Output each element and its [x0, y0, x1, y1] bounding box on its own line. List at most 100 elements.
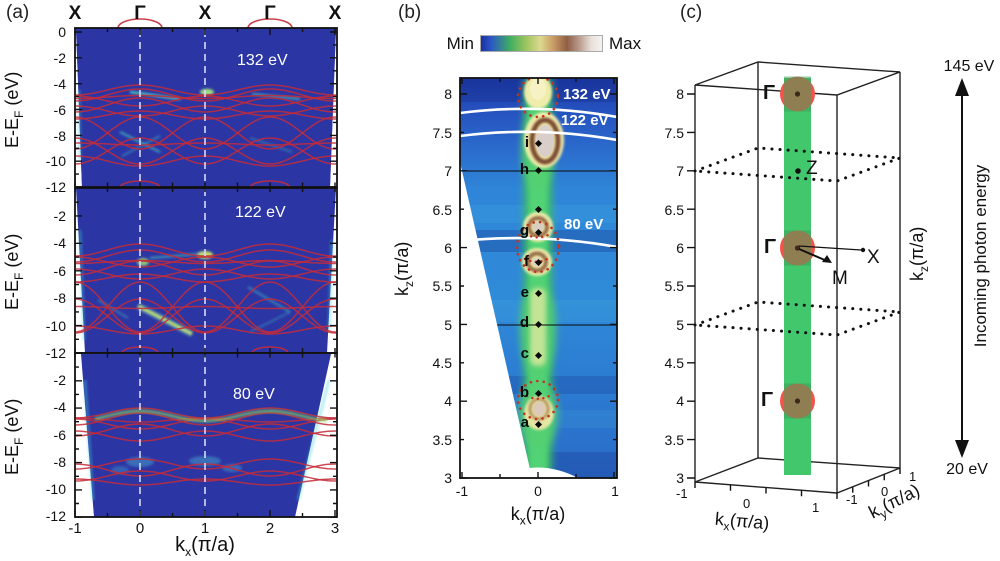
z-point-dot	[795, 168, 801, 174]
panel-b-yticks-label: 3	[444, 470, 452, 486]
panel-a2-ylabel: E-EF (eV)	[2, 233, 26, 310]
panel-a2-yticks-label: -6	[53, 263, 66, 279]
contour-label-80: 80 eV	[564, 216, 604, 233]
panel-b-yticks-label: 3.5	[432, 432, 452, 448]
panel-b-yticks-label: 6	[444, 240, 452, 256]
panel-c-kzticks-label: 5.5	[664, 278, 684, 294]
gamma-label-4: Γ	[761, 389, 774, 411]
contour-label-132: 132 eV	[563, 86, 611, 103]
panel-c-kzticks-label: 3.5	[664, 432, 684, 448]
calculated-bands-80ev	[75, 407, 337, 486]
photon-energy-arrow	[955, 78, 969, 458]
panel-a1-yticks-label: -8	[53, 128, 66, 144]
gamma-to-xm-arrows	[798, 245, 866, 263]
contour-label-122: 122 eV	[561, 112, 609, 129]
panel-b-yticks-label: 4.5	[432, 355, 452, 371]
panel-a-xticks: -1 0 1 2 3	[0, 520, 400, 540]
panel-a1-yticks: 0 -2 -4 -6 -8 -10 -12	[28, 0, 66, 561]
panel-a3-yticks-label: -10	[45, 481, 66, 497]
symmetry-labels-row-label: X	[68, 3, 82, 24]
zone-boundary-planes	[694, 146, 901, 337]
colorbar	[480, 35, 603, 52]
calculated-bands-122ev	[75, 243, 337, 335]
panel-b-xticks: -1 0 1	[0, 483, 700, 503]
no-data-region	[460, 162, 532, 478]
panel-a1-yticks-label: -12	[45, 179, 66, 195]
panel-a3-yticks-label: -6	[53, 427, 66, 443]
symmetry-labels-row-label: X	[328, 3, 342, 24]
panel-a-plots	[74, 18, 338, 518]
panel-c-kzticks: 8 7.5 7 6.5 6 5.5 5 4.5 4 3.5 3	[644, 0, 684, 561]
panel-b-yticks-label: 4	[444, 393, 452, 409]
panel-c-schematic	[687, 61, 969, 499]
panel-c-kzticks-label: 5	[676, 317, 684, 333]
z-point-label: Z	[806, 158, 818, 179]
symmetry-labels-row-label: Γ	[134, 3, 146, 24]
panel-b-xticks-label: -1	[455, 483, 469, 499]
panel-b-yticks-label: 5.5	[432, 278, 452, 294]
panel-a1-yticks-label: -4	[53, 76, 66, 92]
panel-a3-yticks-label: -2	[53, 372, 66, 388]
c-kx-tick: 0	[743, 496, 751, 511]
panel-a-xticks-label: 0	[135, 520, 145, 537]
photon-min-label: 20 eV	[946, 461, 988, 478]
kz-point-label-b: b	[519, 383, 529, 401]
panel-c-kzticks-label: 4.5	[664, 355, 684, 371]
panel-b-xticks-label: 0	[534, 483, 542, 499]
panel-b-yticks-label: 7.5	[432, 125, 452, 141]
symmetry-labels-row-label: X	[198, 3, 212, 24]
panel-a3-yticks: -2 -4 -6 -8 -10 -12	[28, 0, 66, 561]
panel-a2-yticks: -2 -4 -6 -8 -10 -12	[28, 0, 66, 561]
c-kx-tick: 1	[812, 500, 820, 515]
gamma-label-6: Γ	[764, 236, 777, 258]
panel-b-xticks-label: 1	[611, 483, 619, 499]
panel-a2-yticks-label: -4	[53, 235, 66, 251]
panel-a-xticks-label: 2	[265, 520, 275, 537]
panel-a1-yticks-label: -6	[53, 102, 66, 118]
panel-a-ticks	[74, 28, 337, 518]
calculated-bands-132ev	[75, 84, 337, 167]
c-kx-tick: -1	[676, 486, 688, 501]
photon-max-label: 145 eV	[943, 58, 995, 75]
m-point-label: M	[832, 268, 848, 289]
panel-c-label: (c)	[680, 2, 703, 23]
panel-a1-yticks-label: -2	[53, 50, 66, 66]
panel-a-xlabel: kx(π/a)	[175, 534, 235, 559]
panel-b-ticks	[460, 78, 617, 479]
kz-point-label-h: h	[519, 160, 529, 178]
panel-a2-yticks-label: -2	[53, 208, 66, 224]
kz-point-label-g: g	[519, 222, 529, 240]
c-ky-tick: 1	[909, 469, 917, 484]
kz-point-label-c: c	[520, 345, 529, 363]
panel-c-kzlabel: kz(π/a)	[907, 226, 931, 282]
panel-c-kzticks-label: 6.5	[664, 202, 684, 218]
kz-point-label-e: e	[520, 283, 529, 301]
panel-c-kzticks-label: 3	[676, 470, 684, 486]
panel-a1-yticks-label: -10	[45, 153, 66, 169]
band-arcs	[117, 18, 293, 354]
panel-c-ticks	[687, 93, 901, 499]
photon-axis-label: Incoming photon energy	[971, 164, 990, 348]
brillouin-box	[694, 61, 901, 494]
panel-a-label: (a)	[6, 2, 30, 23]
gamma-spheres	[780, 76, 815, 419]
panel-a-xticks-label: 3	[330, 520, 340, 537]
photon-energy-contours	[460, 107, 617, 249]
panel-b-ylabel: kz(π/a)	[392, 241, 416, 297]
energy-label-122: 122 eV	[235, 204, 286, 221]
panel-a-xticks-label: 1	[200, 520, 210, 537]
panel-a3-yticks-label: -8	[53, 454, 66, 470]
panel-b-yticks-label: 5	[444, 317, 452, 333]
panel-a-xticks-label: -1	[68, 520, 82, 537]
panel-c-kzticks-label: 8	[676, 86, 684, 102]
panel-b-yticks: 8 7.5 7 6.5 6 5.5 5 4.5 4 3.5 3	[410, 0, 452, 561]
colorbar-min-label: Min	[446, 34, 474, 53]
c-ky-tick: -1	[846, 492, 858, 507]
panel-b-xlabel: kx(π/a)	[510, 504, 566, 528]
gamma-label-8: Γ	[763, 82, 776, 104]
x-point-label: X	[867, 247, 880, 268]
kz-point-label-f: f	[524, 252, 529, 270]
panel-a2-yticks-label: -8	[53, 290, 66, 306]
